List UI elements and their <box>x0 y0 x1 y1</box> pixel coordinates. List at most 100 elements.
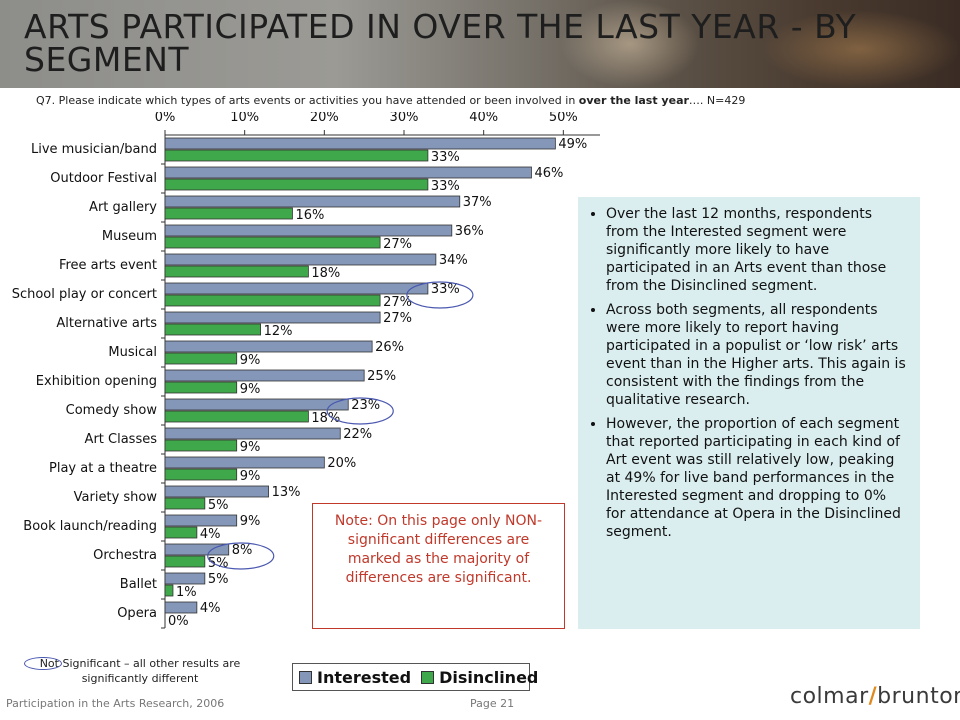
category-label: Opera <box>117 606 157 621</box>
company-logo: colmar/brunton <box>790 684 960 709</box>
bar-disinclined <box>164 468 238 481</box>
value-label-disinclined: 33% <box>431 179 460 194</box>
value-label-interested: 4% <box>200 601 221 616</box>
category-label: Orchestra <box>93 548 157 563</box>
bar-interested <box>164 369 365 382</box>
category-label: Live musician/band <box>31 142 157 157</box>
bar-interested <box>164 572 206 585</box>
value-label-interested: 8% <box>232 543 253 558</box>
value-label-disinclined: 9% <box>240 469 261 484</box>
logo-part1: colmar <box>790 684 869 709</box>
bar-disinclined <box>164 584 174 597</box>
value-label-interested: 26% <box>375 340 404 355</box>
value-label-disinclined: 16% <box>295 208 324 223</box>
bar-disinclined <box>164 526 198 539</box>
bar-interested <box>164 166 532 179</box>
bar-disinclined <box>164 178 429 191</box>
legend-item-disinclined: Disinclined <box>421 668 538 687</box>
category-label: Art gallery <box>89 200 157 215</box>
value-label-disinclined: 9% <box>240 440 261 455</box>
x-tick-label: 10% <box>230 112 259 125</box>
legend-swatch-interested <box>299 670 312 684</box>
x-tick-label: 0% <box>155 112 176 125</box>
bar-disinclined <box>164 149 429 162</box>
category-label: Outdoor Festival <box>50 171 157 186</box>
value-label-disinclined: 9% <box>240 382 261 397</box>
not-significant-ellipse <box>326 397 394 425</box>
x-tick-label: 20% <box>310 112 339 125</box>
banner-glow <box>560 0 700 88</box>
bar-interested <box>164 224 453 237</box>
value-label-disinclined: 33% <box>431 150 460 165</box>
value-label-disinclined: 5% <box>208 498 229 513</box>
value-label-interested: 33% <box>431 282 460 297</box>
value-label-disinclined: 1% <box>176 585 197 600</box>
legend-swatch-disinclined <box>421 670 435 684</box>
category-label: Ballet <box>120 577 157 592</box>
note-box: Note: On this page only NON-significant … <box>312 503 565 629</box>
findings-list: Over the last 12 months, respondents fro… <box>590 205 906 541</box>
value-label-interested: 46% <box>534 166 563 181</box>
bar-disinclined <box>164 207 293 220</box>
question-text: Q7. Please indicate which types of arts … <box>36 94 745 107</box>
category-label: Variety show <box>74 490 158 505</box>
value-label-disinclined: 18% <box>311 266 340 281</box>
category-label: Alternative arts <box>56 316 157 331</box>
category-label: Comedy show <box>66 403 158 418</box>
bar-interested <box>164 543 230 556</box>
page-number: Page 21 <box>470 697 515 710</box>
category-label: Free arts event <box>59 258 157 273</box>
bar-interested <box>164 340 373 353</box>
bar-interested <box>164 456 325 469</box>
bar-disinclined <box>164 323 261 336</box>
bar-disinclined <box>164 439 238 452</box>
logo-accent: / <box>868 684 878 709</box>
x-tick-label: 50% <box>549 112 578 125</box>
findings-bullet: Over the last 12 months, respondents fro… <box>606 205 906 295</box>
not-significant-ellipse <box>406 281 474 309</box>
x-tick-label: 40% <box>469 112 498 125</box>
value-label-interested: 27% <box>383 311 412 326</box>
value-label-interested: 20% <box>327 456 356 471</box>
value-label-disinclined: 27% <box>383 295 412 310</box>
bar-disinclined <box>164 265 309 278</box>
not-significant-ellipse <box>207 542 275 570</box>
bar-disinclined <box>164 381 238 394</box>
bar-chart: 0%10%20%30%40%50%60%Live musician/band49… <box>12 112 600 629</box>
footer-source: Participation in the Arts Research, 2006 <box>6 697 225 710</box>
value-label-disinclined: 12% <box>264 324 293 339</box>
category-label: Play at a theatre <box>49 461 157 476</box>
bar-interested <box>164 398 349 411</box>
category-label: Museum <box>102 229 157 244</box>
legend-item-interested: Interested <box>299 668 411 687</box>
category-label: Book launch/reading <box>23 519 157 534</box>
bar-interested <box>164 427 341 440</box>
value-label-interested: 37% <box>463 195 492 210</box>
not-significant-ellipse-icon <box>24 657 62 670</box>
bar-interested <box>164 137 556 150</box>
value-label-interested: 49% <box>558 137 587 152</box>
banner-glow <box>760 10 960 88</box>
value-label-interested: 5% <box>208 572 229 587</box>
bar-disinclined <box>164 294 381 307</box>
bar-disinclined <box>164 236 381 249</box>
bar-disinclined <box>164 497 206 510</box>
value-label-disinclined: 27% <box>383 237 412 252</box>
not-significant-note: Not Significant – all other results are … <box>39 657 241 685</box>
logo-part2: brunton <box>877 684 960 709</box>
chart-legend: Interested Disinclined <box>292 663 538 691</box>
value-label-disinclined: 5% <box>208 556 229 571</box>
x-tick-label: 30% <box>390 112 419 125</box>
note-text: Note: On this page only NON-significant … <box>334 513 543 586</box>
category-label: Exhibition opening <box>36 374 157 389</box>
bar-interested <box>164 195 461 208</box>
category-label: School play or concert <box>12 287 157 302</box>
category-label: Art Classes <box>85 432 158 447</box>
value-label-disinclined: 18% <box>311 411 340 426</box>
findings-panel: Over the last 12 months, respondents fro… <box>578 197 920 629</box>
value-label-interested: 13% <box>272 485 301 500</box>
value-label-disinclined: 4% <box>200 527 221 542</box>
legend-label-disinclined: Disinclined <box>439 667 539 687</box>
findings-bullet: Across both segments, all respondents we… <box>606 301 906 409</box>
value-label-interested: 9% <box>240 514 261 529</box>
